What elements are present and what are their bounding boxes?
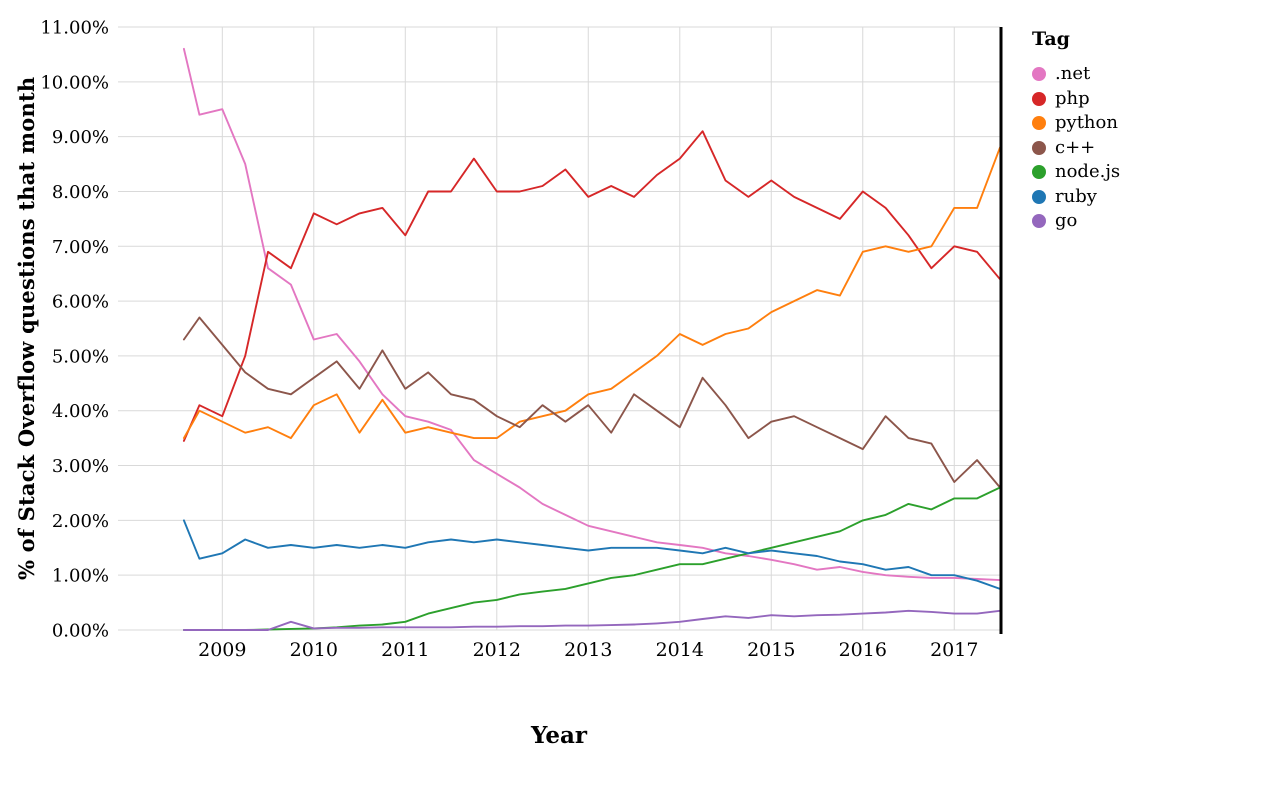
x-tick-label: 2009 xyxy=(198,639,246,661)
y-tick-label: 4.00% xyxy=(52,401,109,422)
legend-swatch-icon xyxy=(1032,140,1046,155)
series-line-c++ xyxy=(182,316,1001,489)
legend-swatch-icon xyxy=(1032,67,1046,82)
y-tick-label: 3.00% xyxy=(52,456,109,477)
y-tick-label: 9.00% xyxy=(52,127,109,148)
y-tick-label: 7.00% xyxy=(52,237,109,258)
legend-label: php xyxy=(1055,87,1090,109)
legend: Tag .net php python c++ node.js ruby go xyxy=(1032,28,1120,234)
x-tick-label: 2012 xyxy=(473,639,521,661)
legend-item-python: python xyxy=(1032,111,1120,136)
series-line-.net xyxy=(182,47,1001,582)
legend-label: go xyxy=(1055,210,1078,232)
series-line-python xyxy=(182,146,1001,440)
legend-label: node.js xyxy=(1055,161,1121,183)
legend-item-node.js: node.js xyxy=(1032,160,1120,185)
series-line-ruby xyxy=(182,519,1001,590)
legend-title: Tag xyxy=(1032,28,1070,50)
legend-label: c++ xyxy=(1055,136,1096,158)
y-tick-label: 11.00% xyxy=(40,18,109,39)
legend-items: .net php python c++ node.js ruby go xyxy=(1032,62,1120,234)
y-tick-label: 6.00% xyxy=(52,292,109,313)
legend-item-c++: c++ xyxy=(1032,136,1120,161)
legend-swatch-icon xyxy=(1032,189,1046,204)
y-tick-label: 5.00% xyxy=(52,346,109,367)
legend-item-ruby: ruby xyxy=(1032,185,1120,210)
y-tick-label: 10.00% xyxy=(40,72,109,93)
y-tick-label: 2.00% xyxy=(52,511,109,532)
x-tick-label: 2015 xyxy=(747,639,795,661)
x-tick-label: 2013 xyxy=(564,639,612,661)
x-axis-title: Year xyxy=(530,722,588,749)
y-tick-label: 8.00% xyxy=(52,182,109,203)
legend-label: ruby xyxy=(1055,185,1097,207)
legend-item-go: go xyxy=(1032,209,1120,234)
x-tick-label: 2014 xyxy=(656,639,704,661)
y-tick-label: 0.00% xyxy=(52,621,109,642)
x-tick-label: 2016 xyxy=(839,639,887,661)
legend-swatch-icon xyxy=(1032,116,1046,131)
legend-swatch-icon xyxy=(1032,91,1046,106)
series-line-go xyxy=(182,609,1001,631)
x-tick-label: 2010 xyxy=(290,639,338,661)
series-line-php xyxy=(182,130,1001,442)
legend-item-php: php xyxy=(1032,87,1120,112)
legend-item-.net: .net xyxy=(1032,62,1120,87)
y-tick-label: 1.00% xyxy=(52,566,109,587)
x-tick-label: 2011 xyxy=(381,639,429,661)
legend-label: python xyxy=(1055,112,1118,134)
x-tick-label: 2017 xyxy=(930,639,978,661)
legend-label: .net xyxy=(1055,63,1091,85)
series-line-node.js xyxy=(182,486,1001,631)
legend-swatch-icon xyxy=(1032,214,1046,229)
legend-swatch-icon xyxy=(1032,165,1046,180)
